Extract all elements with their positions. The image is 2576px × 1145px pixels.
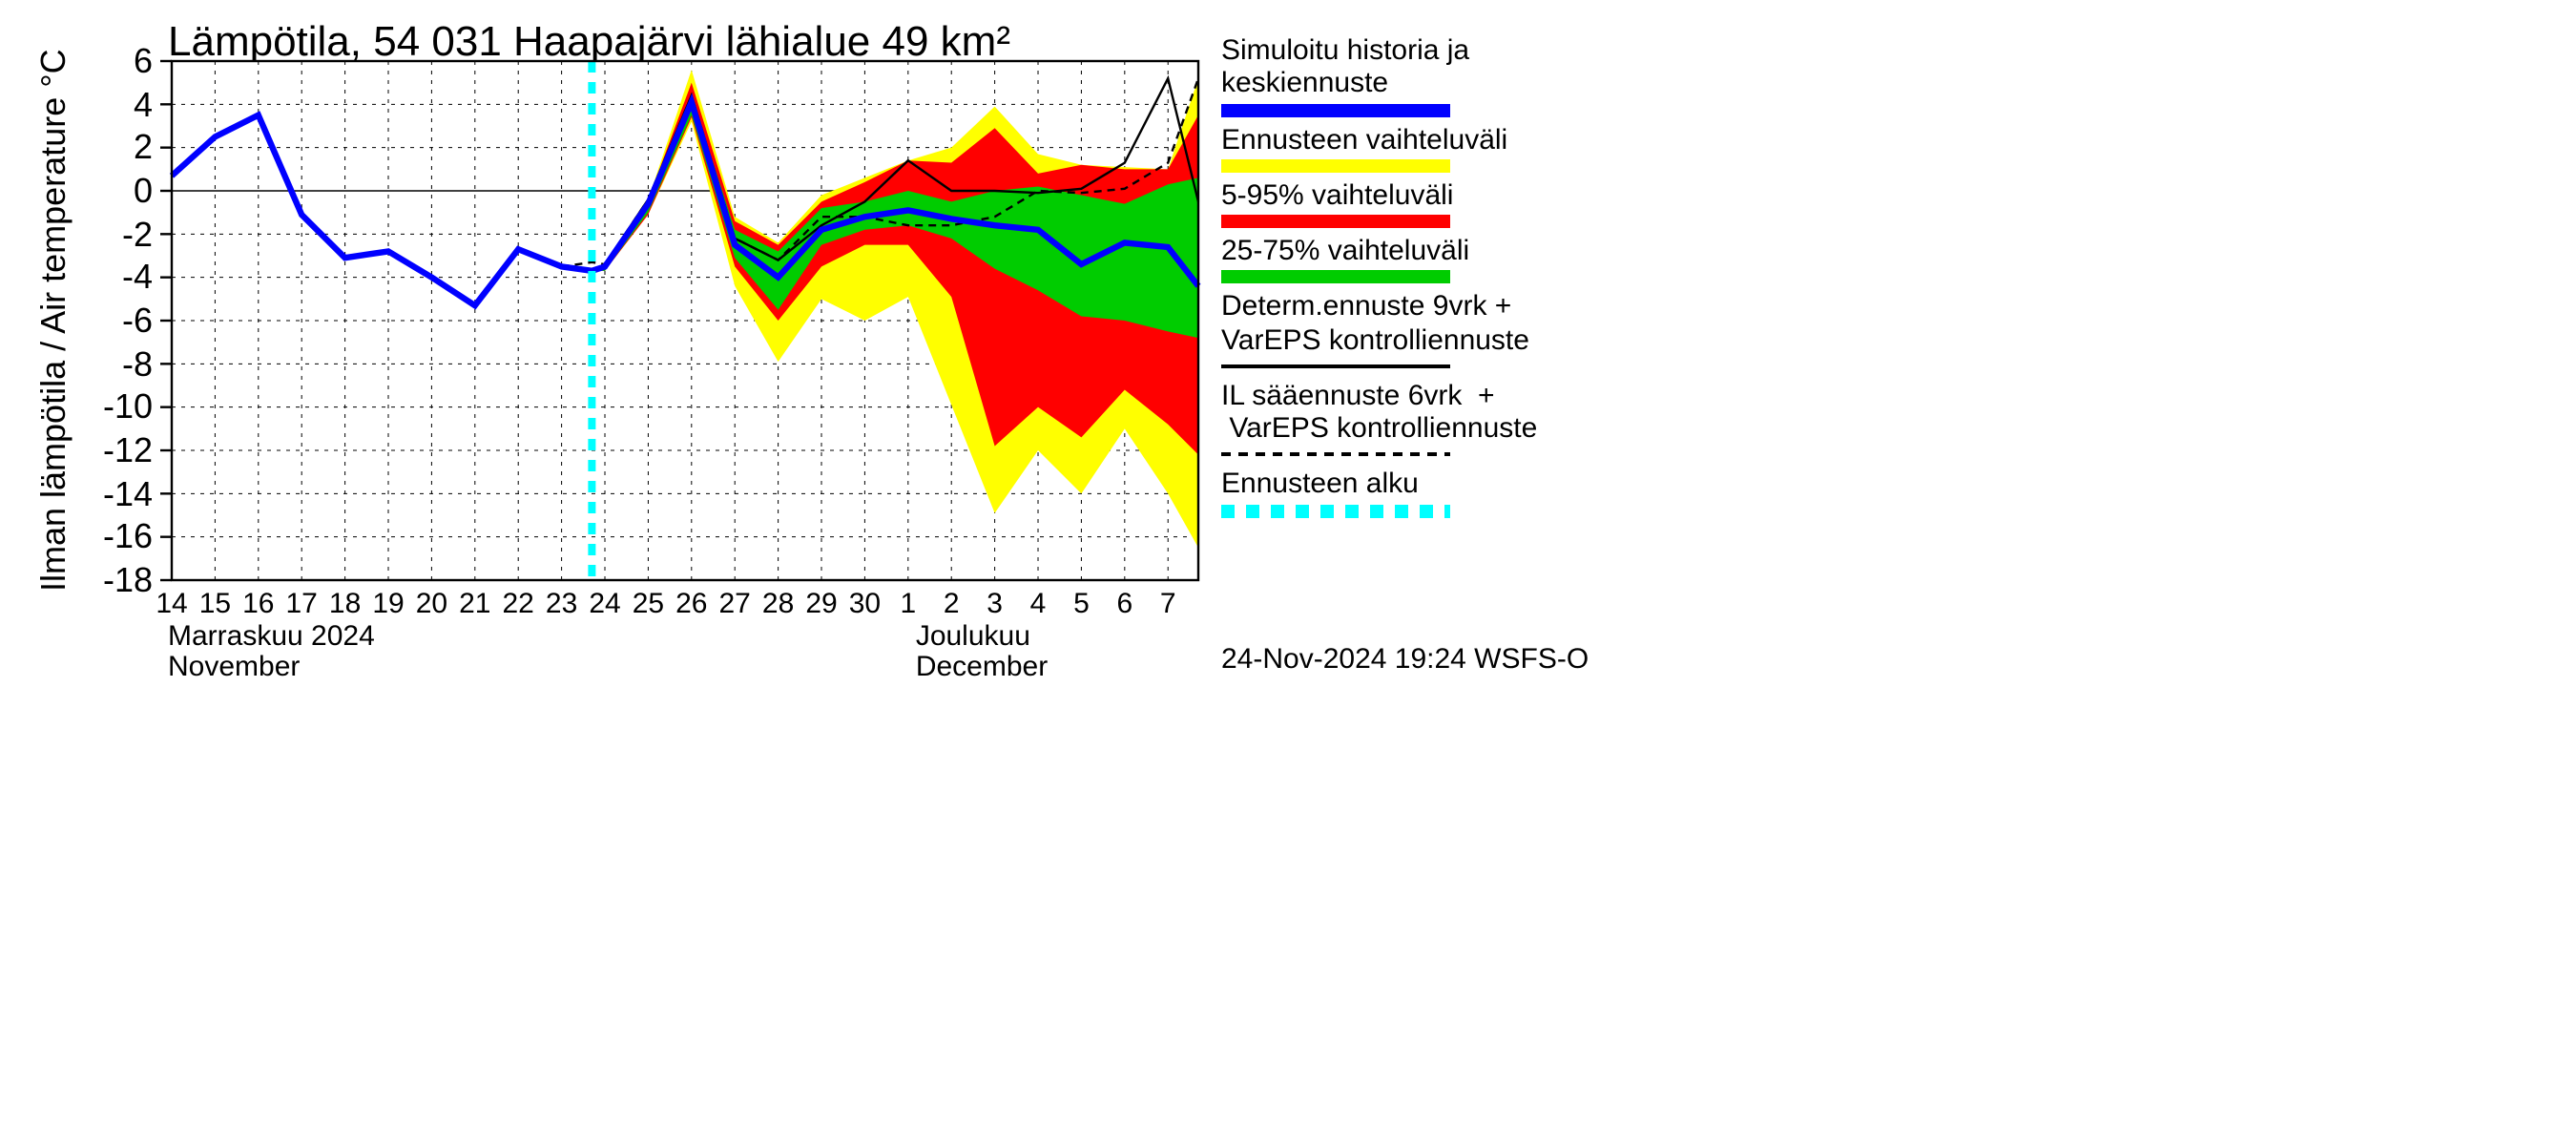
x-tick-label: 29	[805, 588, 837, 620]
x-tick-label: 23	[546, 588, 577, 620]
y-tick-label: -10	[76, 388, 153, 428]
legend-label: Simuloitu historia ja keskiennuste	[1221, 34, 1537, 100]
x-tick-label: 1	[900, 588, 916, 620]
month-label-right-fi: Joulukuu	[916, 620, 1030, 653]
legend-entry: 5-95% vaihteluväli	[1221, 179, 1537, 232]
x-tick-label: 16	[242, 588, 274, 620]
legend-label: 25-75% vaihteluväli	[1221, 235, 1537, 268]
y-tick-label: -16	[76, 518, 153, 558]
legend-entry: Simuloitu historia ja keskiennuste	[1221, 34, 1537, 119]
y-tick-label: -8	[76, 344, 153, 385]
y-tick-label: -12	[76, 431, 153, 471]
y-tick-label: 2	[76, 129, 153, 169]
x-tick-label: 6	[1116, 588, 1132, 620]
y-tick-label: 4	[76, 85, 153, 125]
legend-label: Determ.ennuste 9vrk + VarEPS kontrollien…	[1221, 291, 1537, 357]
x-tick-label: 30	[849, 588, 881, 620]
y-tick-label: -2	[76, 215, 153, 255]
legend-swatch	[1221, 501, 1450, 520]
x-tick-label: 26	[675, 588, 707, 620]
y-tick-label: 6	[76, 42, 153, 82]
legend-label: 5-95% vaihteluväli	[1221, 179, 1537, 213]
legend-swatch	[1221, 212, 1450, 231]
legend-swatch	[1221, 268, 1450, 287]
x-tick-label: 19	[372, 588, 404, 620]
x-tick-label: 28	[762, 588, 794, 620]
y-tick-label: -18	[76, 561, 153, 601]
x-tick-label: 22	[503, 588, 534, 620]
x-tick-label: 2	[944, 588, 960, 620]
month-label-right-en: December	[916, 651, 1048, 683]
legend-swatch	[1221, 446, 1450, 465]
legend-label: Ennusteen vaihteluväli	[1221, 123, 1537, 156]
x-tick-label: 20	[416, 588, 447, 620]
x-tick-label: 7	[1160, 588, 1176, 620]
x-tick-label: 4	[1030, 588, 1047, 620]
x-tick-label: 17	[286, 588, 318, 620]
x-tick-label: 27	[719, 588, 751, 620]
legend-entry: Ennusteen vaihteluväli	[1221, 123, 1537, 176]
x-tick-label: 24	[589, 588, 620, 620]
x-tick-label: 15	[199, 588, 231, 620]
legend: Simuloitu historia ja keskiennuste Ennust…	[1221, 34, 1537, 520]
timestamp-label: 24-Nov-2024 19:24 WSFS-O	[1221, 643, 1589, 676]
x-tick-label: 3	[987, 588, 1003, 620]
legend-swatch	[1221, 100, 1450, 119]
x-tick-label: 18	[329, 588, 361, 620]
x-tick-label: 14	[156, 588, 187, 620]
legend-entry: 25-75% vaihteluväli	[1221, 235, 1537, 287]
y-tick-label: -4	[76, 259, 153, 299]
x-tick-label: 25	[633, 588, 664, 620]
month-label-left-fi: Marraskuu 2024	[168, 620, 375, 653]
legend-entry: Determ.ennuste 9vrk + VarEPS kontrollien…	[1221, 291, 1537, 376]
y-tick-label: -6	[76, 302, 153, 342]
y-tick-label: -14	[76, 474, 153, 514]
x-tick-label: 21	[459, 588, 490, 620]
legend-swatch	[1221, 357, 1450, 376]
legend-label: IL sääennuste 6vrk + VarEPS kontrollienn…	[1221, 380, 1537, 446]
legend-entry: IL sääennuste 6vrk + VarEPS kontrollienn…	[1221, 380, 1537, 465]
month-label-left-en: November	[168, 651, 300, 683]
legend-swatch	[1221, 156, 1450, 176]
x-tick-label: 5	[1073, 588, 1090, 620]
chart-plot	[0, 0, 1217, 611]
y-tick-label: 0	[76, 172, 153, 212]
legend-label: Ennusteen alku	[1221, 468, 1537, 502]
legend-entry: Ennusteen alku	[1221, 468, 1537, 521]
